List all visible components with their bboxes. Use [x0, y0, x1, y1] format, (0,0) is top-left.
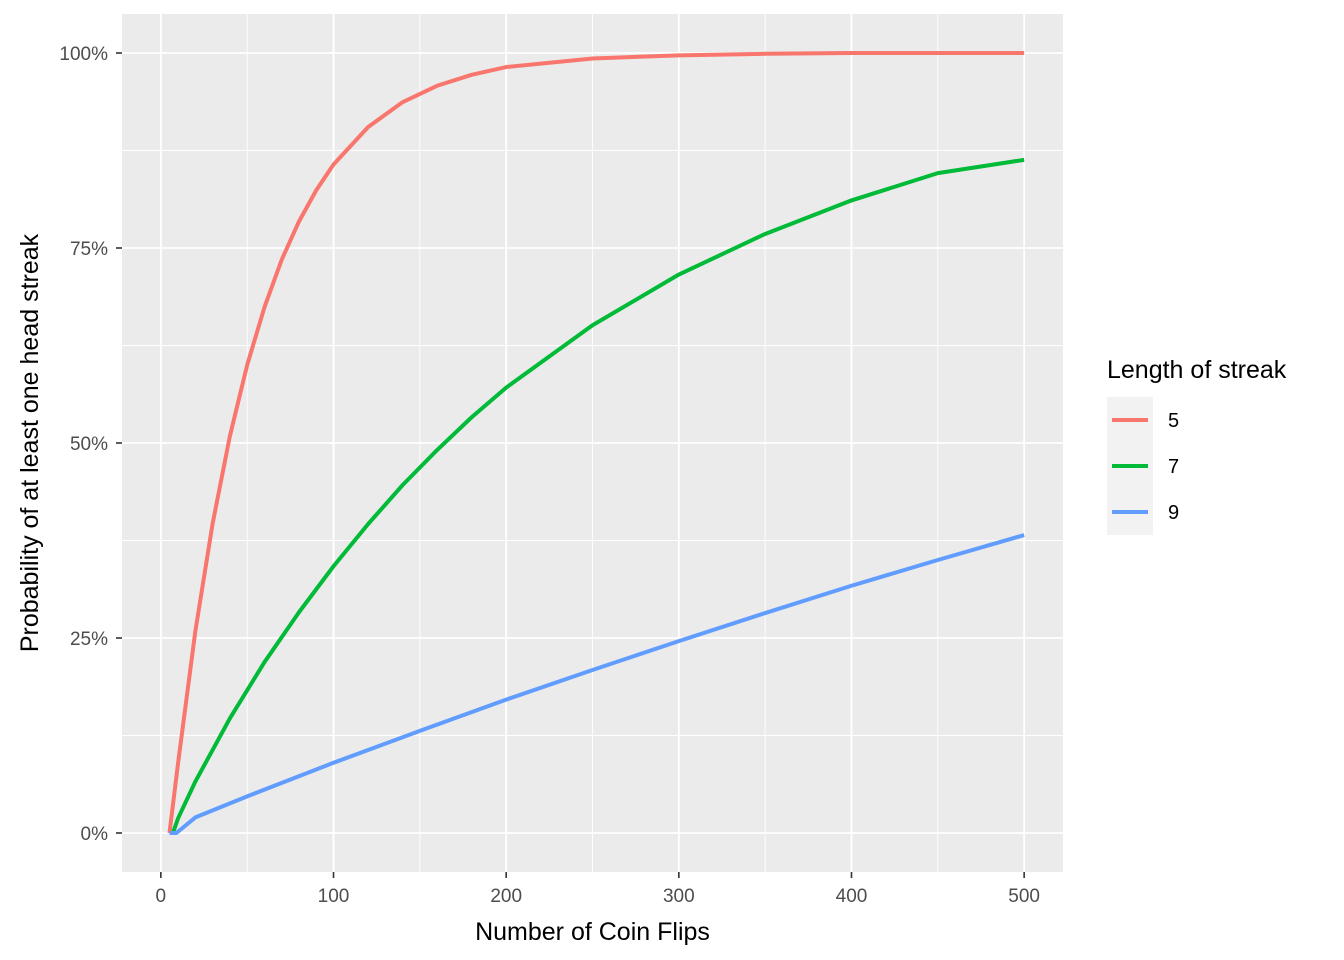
- x-axis-title: Number of Coin Flips: [475, 918, 710, 946]
- x-tick-label: 0: [156, 886, 167, 907]
- x-axis: 0 100 200 300 400 500: [156, 872, 1040, 907]
- legend-label-7: 7: [1168, 456, 1179, 478]
- y-tick-label: 0%: [81, 824, 109, 845]
- x-tick-label: 400: [836, 886, 868, 907]
- series-line-7: [171, 157, 1025, 834]
- x-tick-label: 300: [663, 886, 695, 907]
- x-tick-label: 100: [318, 886, 350, 907]
- y-axis-title: Probability of at least one head streak: [16, 233, 44, 652]
- x-tick-label: 200: [490, 886, 522, 907]
- x-tick-label: 500: [1008, 886, 1040, 907]
- series-lines: [167, 51, 1025, 835]
- y-tick-label: 75%: [70, 239, 108, 260]
- legend-title: Length of streak: [1107, 356, 1287, 384]
- series-line-5: [167, 51, 1025, 834]
- legend-label-9: 9: [1168, 502, 1179, 524]
- y-tick-label: 100%: [59, 44, 108, 65]
- y-tick-label: 50%: [70, 434, 108, 455]
- legend-label-5: 5: [1168, 410, 1179, 432]
- legend-items: 5 7 9: [1107, 397, 1179, 535]
- y-tick-label: 25%: [70, 629, 108, 650]
- y-axis: 0% 25% 50% 75% 100%: [59, 44, 122, 845]
- legend: Length of streak 5 7 9: [1107, 356, 1287, 535]
- series-line-9: [169, 533, 1025, 835]
